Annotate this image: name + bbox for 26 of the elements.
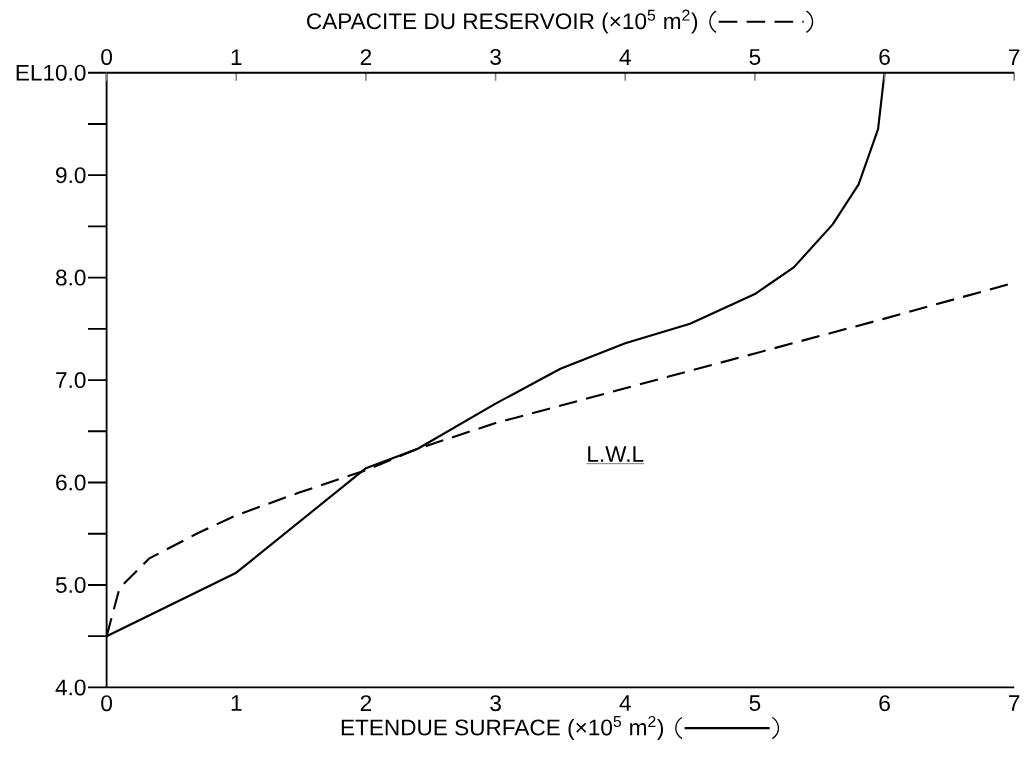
y-tick-label: 8.0: [56, 269, 86, 286]
x-tick-label: 2: [360, 49, 372, 65]
y-tick-label: EL10.0: [16, 64, 86, 81]
x-tick-label: 4: [619, 49, 631, 65]
x2-tick-label: 5: [749, 695, 761, 711]
x-tick-label: 7: [1009, 49, 1020, 65]
y-tick-label: 4.0: [55, 679, 86, 696]
annotation: L.W.L: [588, 446, 644, 462]
x-tick-label: 6: [879, 48, 890, 65]
x-tick-label: 1: [231, 49, 242, 65]
x2-tick-label: 2: [360, 695, 372, 711]
x2-tick-label: 0: [101, 695, 113, 712]
x2-tick-label: 1: [231, 695, 242, 711]
x2-tick-label: 3: [490, 695, 501, 712]
x-tick-label: 0: [101, 48, 113, 65]
x-tick-label: 3: [490, 48, 501, 65]
x-axis-title: ETENDUE SURFACE (×10$^{5}$ m$^{2}$): [341, 715, 664, 740]
x2-axis-title: CAPACITE DU RESERVOIR (×10$^{5}$ m$^{2}$): [307, 9, 698, 34]
y-tick-label: 5.0: [55, 576, 86, 593]
x-tick-label: 5: [749, 49, 761, 65]
y-tick-label: 9.0: [56, 167, 86, 184]
x2-tick-label: 4: [619, 695, 631, 711]
x2-tick-label: 6: [879, 695, 890, 712]
y-tick-label: 6.0: [56, 474, 86, 491]
y-tick-label: 7.0: [56, 372, 86, 389]
x2-tick-label: 7: [1009, 695, 1020, 711]
